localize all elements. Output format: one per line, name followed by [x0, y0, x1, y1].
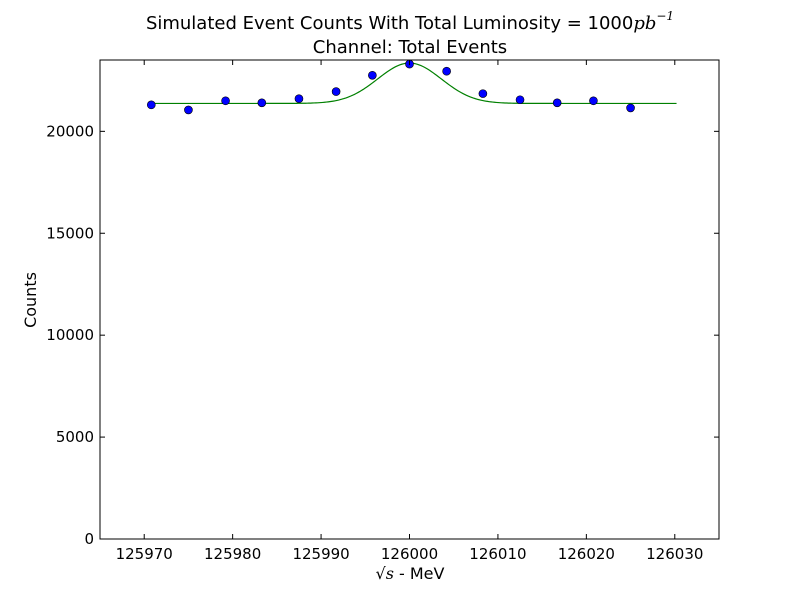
data-point [626, 103, 635, 113]
x-axis-ticks: 125970 125980 125990 126000 126010 126020 1260… [116, 60, 703, 563]
data-point [294, 94, 304, 104]
x-tick-label: 126010 [469, 545, 526, 563]
chart-title: Simulated Event Counts With Total Lumino… [146, 9, 674, 34]
y-tick-label: 5000 [56, 428, 94, 446]
y-tick-label: 15000 [46, 224, 94, 242]
data-point [552, 98, 562, 108]
data-point [368, 70, 377, 80]
data-point [221, 96, 230, 106]
x-tick-label: 126000 [381, 545, 438, 563]
fit-curve-layer [151, 62, 677, 105]
data-point [589, 96, 598, 106]
data-point [257, 98, 267, 108]
x-tick-label: 126030 [646, 545, 703, 563]
x-tick-label: 125970 [116, 545, 173, 563]
x-axis-label: √s - MeV [376, 564, 445, 583]
chart-subtitle: Channel: Total Events [313, 37, 507, 58]
data-point [184, 105, 193, 115]
y-tick-label: 10000 [46, 326, 94, 344]
data-point [146, 100, 156, 110]
x-tick-label: 125980 [204, 545, 261, 563]
data-point [478, 89, 488, 98]
y-tick-label: 0 [84, 530, 94, 548]
data-point [515, 95, 525, 105]
plot-area [100, 60, 719, 539]
data-point [442, 66, 451, 76]
y-axis-ticks: 0 5000 10000 15000 20000 [46, 122, 719, 548]
x-tick-label: 125990 [292, 545, 349, 563]
y-tick-label: 20000 [46, 122, 94, 140]
fit-curve [151, 62, 677, 105]
data-point [331, 87, 341, 96]
x-tick-label: 126020 [558, 545, 615, 563]
data-points-layer [146, 59, 635, 115]
y-axis-label: Counts [21, 272, 40, 328]
